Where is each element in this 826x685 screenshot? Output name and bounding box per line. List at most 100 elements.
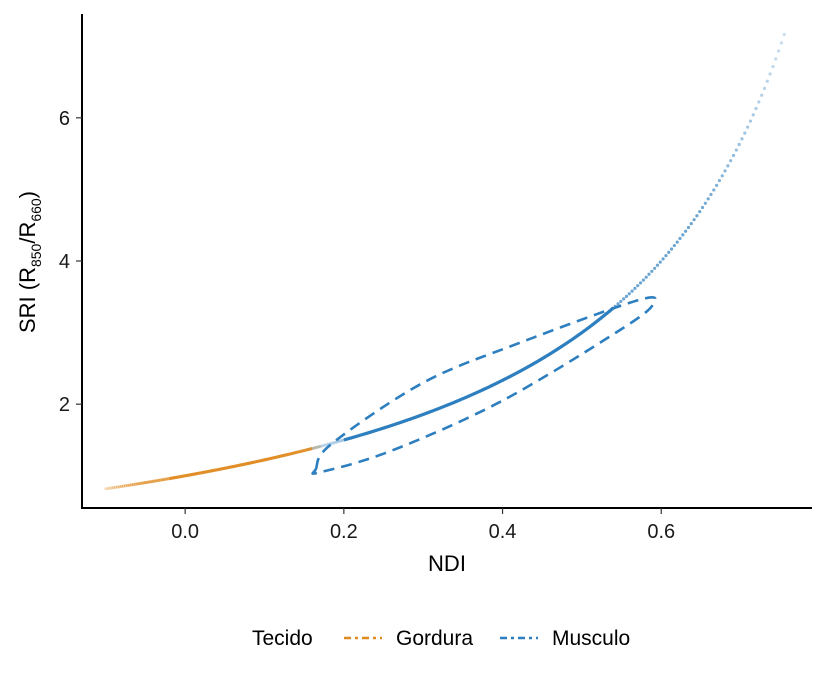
scatter-point-musculo bbox=[323, 443, 327, 447]
scatter-point-musculo bbox=[641, 278, 645, 282]
scatter-point-musculo bbox=[751, 113, 755, 117]
scatter-point-musculo bbox=[653, 266, 657, 270]
scatter-point-gordura bbox=[106, 486, 110, 491]
scatter-point-musculo bbox=[771, 64, 775, 69]
scatter-point-musculo bbox=[630, 289, 634, 293]
scatter-point-musculo bbox=[661, 257, 665, 261]
scatter-point-musculo bbox=[669, 247, 674, 251]
scatter-point-gordura bbox=[121, 484, 126, 488]
scatter-point-musculo bbox=[616, 302, 620, 306]
fit-lines bbox=[169, 296, 657, 481]
scatter-point-musculo bbox=[686, 225, 691, 230]
scatter-point-musculo bbox=[633, 286, 637, 291]
scatter-point-gordura bbox=[104, 487, 108, 491]
axes bbox=[81, 14, 812, 509]
scatter-point-musculo bbox=[655, 263, 660, 267]
scatter-point-gordura bbox=[112, 486, 116, 490]
scatter-point-musculo bbox=[320, 444, 324, 448]
scatter-point-musculo bbox=[726, 164, 730, 168]
scatter-point-musculo bbox=[746, 125, 750, 129]
scatter-point-musculo bbox=[740, 137, 744, 141]
y-tick-label: 6 bbox=[59, 108, 70, 130]
scatter-point-musculo bbox=[627, 292, 631, 296]
scatter-point-musculo bbox=[768, 72, 772, 76]
scatter-point-musculo bbox=[706, 197, 710, 201]
gordura-points bbox=[104, 444, 322, 491]
legend: Tecido Gordura Musculo bbox=[252, 627, 630, 650]
scatter-point-musculo bbox=[622, 297, 626, 301]
y-tick-label: 4 bbox=[59, 251, 70, 273]
scatter-point-musculo bbox=[667, 250, 671, 254]
scatter-point-musculo bbox=[734, 148, 738, 152]
scatter-point-musculo bbox=[331, 441, 336, 445]
scatter-point-musculo bbox=[737, 142, 741, 147]
scatter-point-musculo bbox=[695, 214, 699, 218]
scatter-point-musculo bbox=[715, 183, 719, 187]
scatter-point-musculo bbox=[692, 218, 696, 222]
scatter-point-musculo bbox=[774, 57, 778, 61]
scatter-point-gordura bbox=[117, 485, 122, 489]
x-tick-label: 0.6 bbox=[647, 521, 675, 543]
scatter-point-musculo bbox=[712, 188, 716, 192]
scatter-point-gordura bbox=[314, 445, 318, 450]
scatter-point-musculo bbox=[314, 445, 319, 449]
scatter-point-gordura bbox=[312, 446, 316, 450]
scatter-point-musculo bbox=[334, 440, 338, 444]
scatter-point-gordura bbox=[108, 486, 112, 490]
scatter-point-musculo bbox=[754, 106, 758, 111]
scatter-point-musculo bbox=[672, 243, 676, 248]
scatter-point-musculo bbox=[624, 294, 629, 298]
scatter-point-gordura bbox=[318, 444, 322, 449]
scatter-point-musculo bbox=[340, 438, 344, 443]
scatter-point-musculo bbox=[729, 159, 733, 163]
scatter-point-musculo bbox=[709, 192, 713, 197]
scatter-point-musculo bbox=[765, 79, 769, 83]
scatter-point-musculo bbox=[743, 131, 747, 135]
scatter-point-gordura bbox=[316, 445, 320, 449]
scatter-point-musculo bbox=[664, 254, 668, 258]
scatter-point-musculo bbox=[644, 275, 648, 279]
fit-line-musculo bbox=[343, 306, 615, 442]
scatter-point-musculo bbox=[678, 236, 682, 241]
scatter-point-musculo bbox=[782, 32, 786, 37]
scatter-point-musculo bbox=[647, 272, 651, 276]
x-tick-label: 0.0 bbox=[171, 521, 199, 543]
legend-title: Tecido bbox=[252, 627, 313, 650]
scatter-point-musculo bbox=[723, 169, 727, 173]
scatter-point-musculo bbox=[689, 222, 693, 226]
scatter-point-musculo bbox=[684, 229, 688, 233]
scatter-point-musculo bbox=[720, 174, 724, 178]
scatter-point-gordura bbox=[119, 484, 124, 489]
scatter-point-musculo bbox=[757, 100, 761, 104]
legend-label-gordura: Gordura bbox=[396, 627, 473, 650]
scatter-point-musculo bbox=[760, 93, 764, 97]
scatter-point-musculo bbox=[658, 260, 662, 264]
fit-line-gordura bbox=[169, 447, 313, 481]
x-tick-label: 0.2 bbox=[330, 521, 358, 543]
scatter-point-musculo bbox=[650, 269, 654, 273]
scatter-point-musculo bbox=[748, 119, 753, 123]
scatter-point-musculo bbox=[731, 153, 736, 158]
y-ticks: 2 4 6 bbox=[59, 108, 82, 416]
scatter-point-musculo bbox=[638, 281, 643, 285]
scatter-point-musculo bbox=[681, 233, 685, 237]
confidence-ellipse-musculo bbox=[311, 296, 657, 475]
scatter-point-musculo bbox=[636, 284, 640, 288]
musculo-points bbox=[306, 32, 786, 452]
scatter-point-musculo bbox=[312, 446, 316, 450]
y-axis-title: SRI (R850/R660) bbox=[15, 191, 44, 333]
scatter-point-musculo bbox=[337, 439, 341, 443]
x-ticks: 0.0 0.2 0.4 0.6 bbox=[171, 508, 675, 543]
scatter-point-musculo bbox=[700, 205, 705, 210]
scatter-point-gordura bbox=[110, 486, 114, 490]
scatter-point-musculo bbox=[703, 201, 707, 205]
y-tick-label: 2 bbox=[59, 394, 70, 416]
scatter-point-musculo bbox=[698, 210, 702, 214]
scatter-point-gordura bbox=[116, 485, 120, 489]
scatter-point-musculo bbox=[717, 179, 722, 183]
scatter-point-musculo bbox=[776, 49, 781, 53]
scatter-point-musculo bbox=[619, 299, 623, 304]
scatter-point-musculo bbox=[762, 86, 767, 90]
legend-label-musculo: Musculo bbox=[552, 627, 630, 650]
